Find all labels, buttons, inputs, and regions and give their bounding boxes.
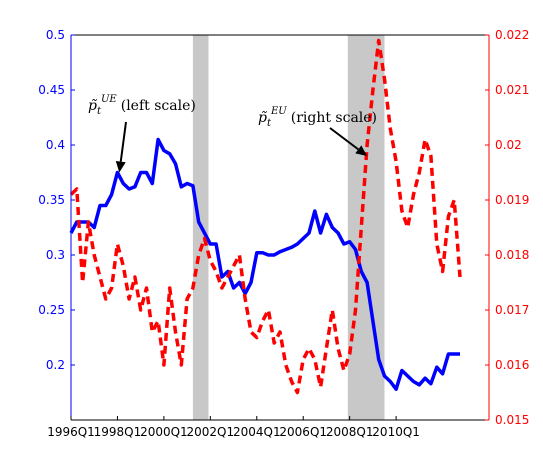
y-left-tick-label: 0.45 — [38, 83, 65, 97]
x-tick-label: 2010Q1 — [372, 425, 420, 439]
annotation-eu-label: p̃tEU (right scale) — [258, 106, 377, 129]
series-line-eu — [69, 38, 462, 395]
x-tick-label: 2008Q1 — [326, 425, 374, 439]
y-right-tick-label: 0.016 — [495, 358, 529, 372]
ann-ue-arrow-shaft — [119, 121, 127, 162]
ann-eu-arrow-head — [355, 145, 368, 156]
annotation-layer: p̃tUE (left scale) p̃tEU (right scale) — [88, 94, 377, 173]
ann-eu-arrow-shaft — [329, 127, 359, 151]
y-left-tick-label: 0.35 — [38, 193, 65, 207]
y-right-tick-label: 0.017 — [495, 303, 529, 317]
x-tick-label: 2002Q1 — [187, 425, 235, 439]
x-tick-label: 2000Q1 — [140, 425, 188, 439]
y-right-tick-label: 0.015 — [495, 413, 529, 427]
x-tick-label: 2004Q1 — [233, 425, 281, 439]
annotation-ue-label: p̃tUE (left scale) — [88, 94, 196, 117]
y-left-tick-label: 0.3 — [46, 248, 65, 262]
x-tick-label: 2006Q1 — [279, 425, 327, 439]
y-left-tick-label: 0.5 — [46, 28, 65, 42]
y-left-tick-label: 0.2 — [46, 358, 65, 372]
y-left-tick-label: 0.4 — [46, 138, 65, 152]
y-right-tick-label: 0.02 — [495, 138, 522, 152]
series-line-ue — [69, 137, 460, 391]
y-right-tick-label: 0.019 — [495, 193, 529, 207]
x-tick-label: 1996Q1 — [47, 425, 95, 439]
y-right-tick-label: 0.021 — [495, 83, 529, 97]
series-layer — [69, 38, 462, 395]
y-right-tick-label: 0.022 — [495, 28, 529, 42]
recession-shading-layer — [192, 35, 385, 420]
y-right-tick-label: 0.018 — [495, 248, 529, 262]
x-tick-label: 1998Q1 — [94, 425, 142, 439]
y-left-tick-label: 0.25 — [38, 303, 65, 317]
axes-layer: 1996Q11998Q12000Q12002Q12004Q12006Q12008… — [38, 28, 529, 439]
ann-ue-arrow-head — [115, 160, 126, 173]
